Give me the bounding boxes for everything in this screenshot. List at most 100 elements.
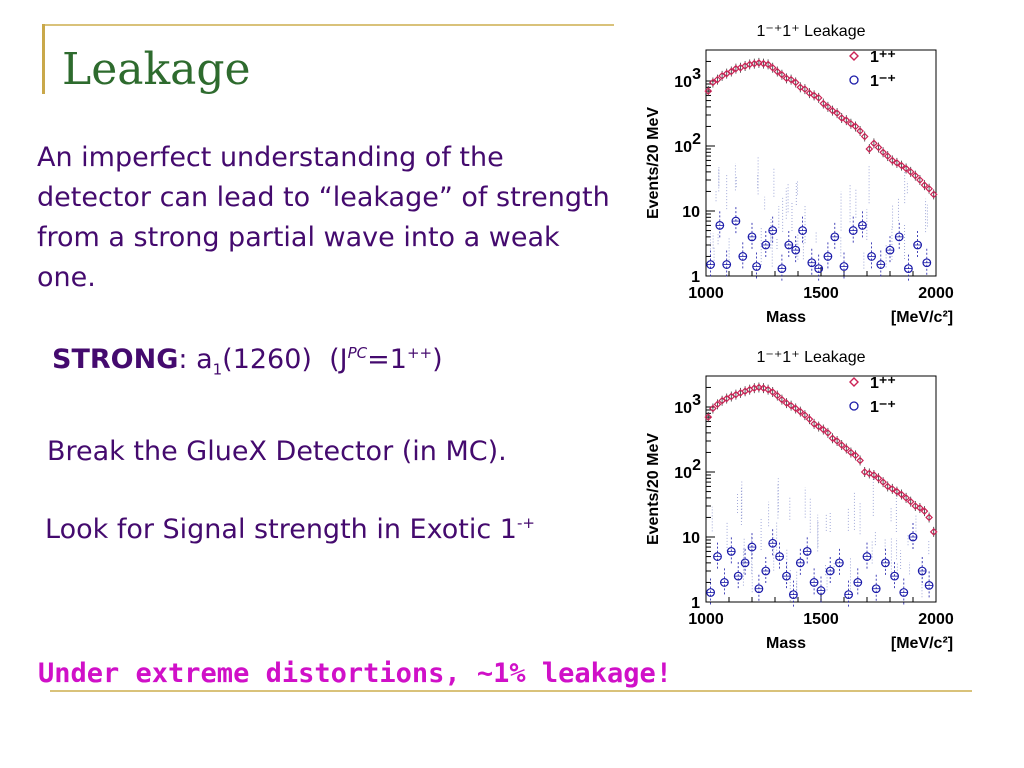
data-point-1pp <box>801 411 809 419</box>
data-point-1pp <box>925 184 933 193</box>
data-point-1pp <box>805 89 814 98</box>
data-point-1pp <box>847 448 855 457</box>
jpc-value-superscript: ++ <box>406 344 433 362</box>
y-tick-label: 10 <box>674 74 692 91</box>
data-point-1pp <box>709 78 717 87</box>
data-point-1pp <box>773 67 782 76</box>
x-tick-label: 1000 <box>688 611 724 628</box>
legend-marker-diamond <box>849 51 859 61</box>
x-axis-label: Mass <box>766 635 806 652</box>
data-point-1mp <box>788 590 798 599</box>
data-point-1pp <box>888 156 897 165</box>
y-axis-label: Events/20 MeV <box>645 107 662 219</box>
data-point-1pp <box>833 437 841 445</box>
data-point-1pp <box>833 109 841 118</box>
y-tick-label: 1 <box>691 269 700 286</box>
y-tick-label: 10 <box>674 465 692 482</box>
data-point-1pp <box>787 401 795 410</box>
footer-rule <box>50 690 972 692</box>
y-axis-label: Events/20 MeV <box>645 433 662 545</box>
a1-mass: (1260) <box>222 344 312 375</box>
data-point-1mp <box>754 584 764 594</box>
legend-marker-diamond <box>849 377 859 387</box>
y-tick-label: 1 <box>691 595 700 612</box>
data-point-1pp <box>801 85 809 93</box>
data-point-1mp <box>798 226 808 235</box>
data-point-1pp <box>764 385 772 394</box>
data-point-1pp <box>704 87 713 95</box>
data-point-1pp <box>805 415 814 424</box>
plot-frame <box>705 375 937 603</box>
y-tick-label: 10 <box>674 139 692 156</box>
data-point-1pp <box>810 420 818 428</box>
data-point-1pp <box>851 451 860 460</box>
data-point-1pp <box>796 407 805 416</box>
x-tick-label: 1500 <box>803 611 839 628</box>
strong-wave-line: STRONG: a1(1260) (JPC=1++) <box>52 344 443 378</box>
legend-label: 1⁺⁺ <box>870 49 896 66</box>
legend-label: 1⁻⁺ <box>870 399 896 416</box>
x-tick-label: 2000 <box>918 611 954 628</box>
data-point-1pp <box>759 59 768 68</box>
data-point-1mp <box>867 252 877 261</box>
data-point-1pp <box>814 94 823 102</box>
data-point-1pp <box>787 75 795 84</box>
data-point-1pp <box>768 63 777 72</box>
data-point-1pp <box>897 490 906 499</box>
data-point-1pp <box>883 482 892 491</box>
data-point-1pp <box>709 404 717 413</box>
legend-marker-circle <box>849 401 859 411</box>
data-point-1pp <box>828 106 837 115</box>
x-tick-label: 1000 <box>688 285 724 302</box>
y-tick-exponent: 2 <box>692 457 701 474</box>
data-point-1pp <box>819 99 828 108</box>
data-point-1pp <box>920 507 929 515</box>
jpc-equals: =1 <box>367 344 407 375</box>
data-point-1pp <box>704 413 713 421</box>
data-point-1mp <box>777 264 787 273</box>
intro-paragraph: An imperfect understanding of the detect… <box>37 142 610 293</box>
data-point-1pp <box>810 91 818 100</box>
data-point-1pp <box>713 400 722 409</box>
data-point-1pp <box>837 441 846 449</box>
data-point-1mp <box>775 552 785 561</box>
data-point-1pp <box>764 60 772 69</box>
data-point-1pp <box>778 395 786 404</box>
title-rule <box>42 24 614 26</box>
y-tick-exponent: 3 <box>692 66 701 83</box>
data-point-1pp <box>851 122 860 131</box>
data-point-1pp <box>893 159 901 167</box>
data-point-1pp <box>893 487 901 496</box>
legend-marker-circle <box>849 75 859 85</box>
data-point-1pp <box>778 70 786 79</box>
data-point-1pp <box>727 67 736 76</box>
data-point-1pp <box>824 429 832 437</box>
data-point-1pp <box>879 478 887 486</box>
data-point-1pp <box>870 139 878 148</box>
data-point-1pp <box>865 145 874 153</box>
data-point-1pp <box>824 103 832 111</box>
data-point-1pp <box>925 513 933 522</box>
data-point-1pp <box>870 471 878 479</box>
data-point-1mp <box>823 252 833 261</box>
x-axis-unit: [MeV/c²] <box>891 309 953 326</box>
data-point-1pp <box>897 161 906 170</box>
data-point-1pp <box>929 190 938 199</box>
data-point-1mp <box>706 588 715 597</box>
data-point-1pp <box>929 528 938 536</box>
data-point-1pp <box>874 143 883 152</box>
x-axis-unit: [MeV/c²] <box>891 635 953 652</box>
data-point-1pp <box>768 388 777 396</box>
chart-title: 1⁻⁺1⁺ Leakage <box>757 349 866 366</box>
data-point-1pp <box>920 181 929 189</box>
data-point-1pp <box>911 502 920 510</box>
x-tick-label: 2000 <box>918 285 954 302</box>
look-superscript: -+ <box>516 514 535 532</box>
data-point-1pp <box>874 474 883 483</box>
legend-label: 1⁺⁺ <box>870 375 896 392</box>
data-point-1pp <box>814 422 823 431</box>
break-detector-line: Break the GlueX Detector (in MC). <box>47 436 507 467</box>
data-point-1mp <box>740 558 750 568</box>
strong-colon: : <box>178 344 188 375</box>
